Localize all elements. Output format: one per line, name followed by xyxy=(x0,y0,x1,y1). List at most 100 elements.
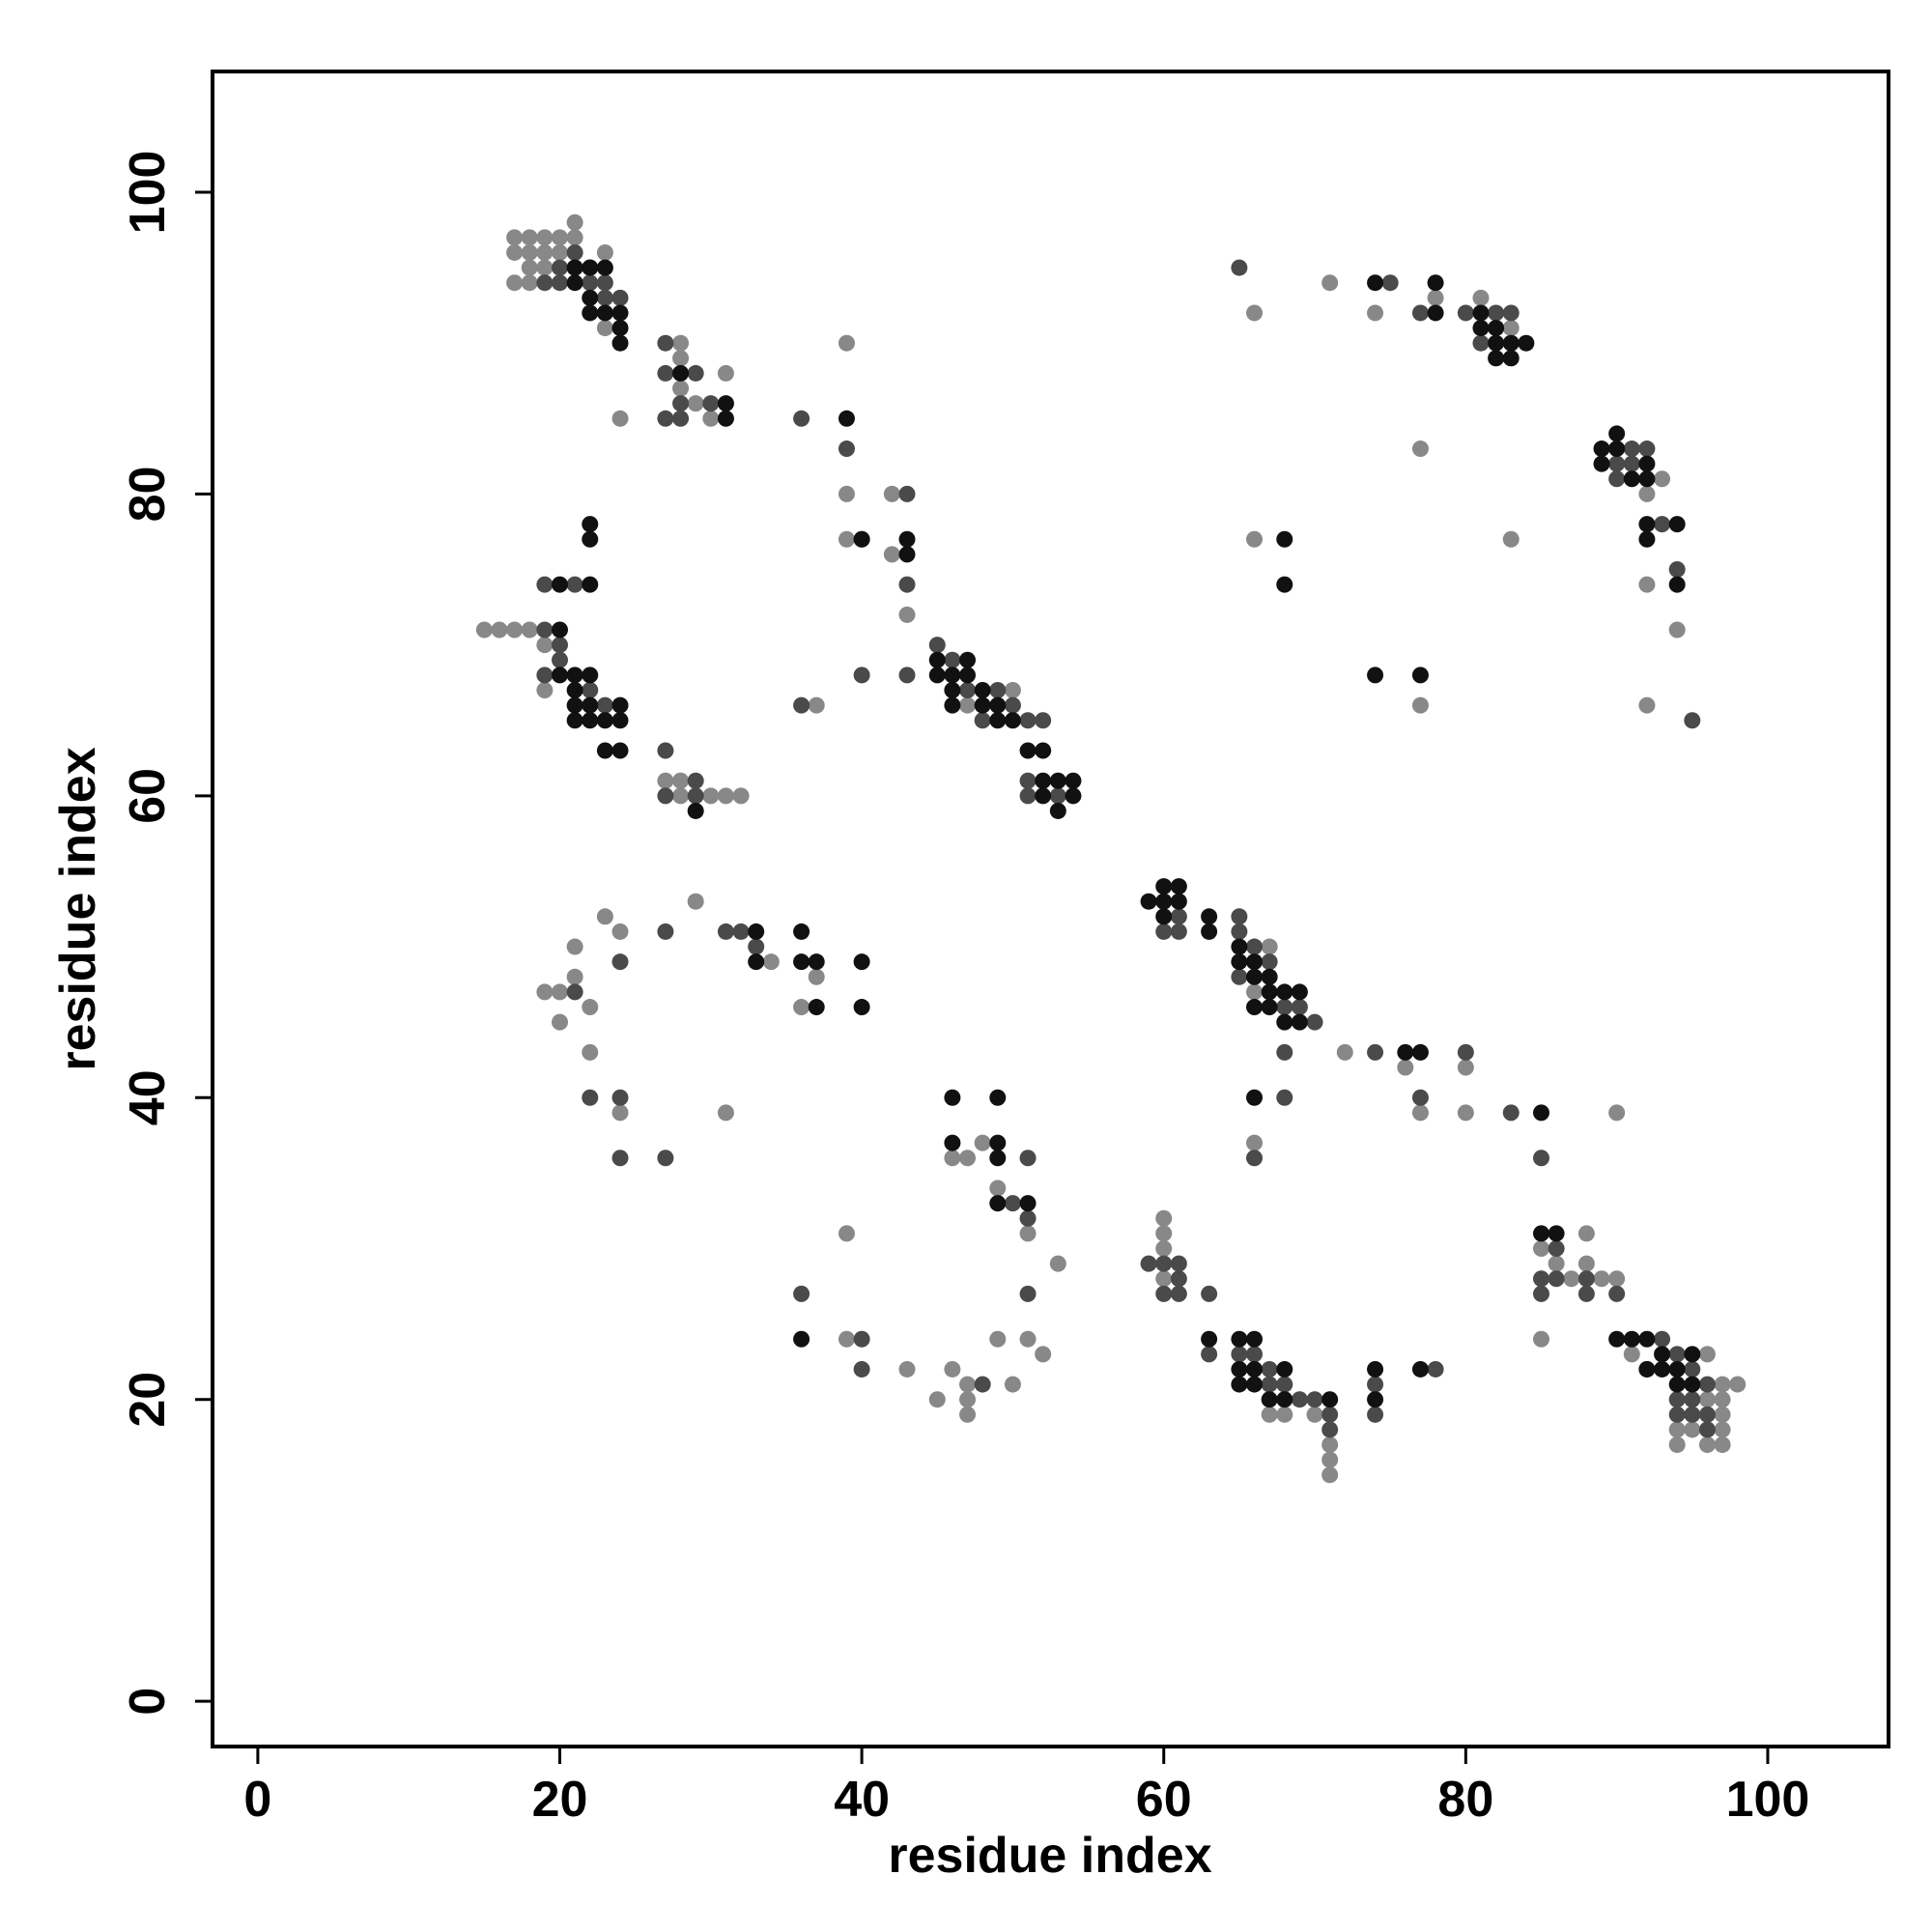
point xyxy=(1170,893,1187,910)
point xyxy=(1608,1104,1626,1122)
point xyxy=(1035,742,1052,759)
point xyxy=(1231,923,1248,940)
point xyxy=(1170,1285,1187,1302)
point xyxy=(1608,425,1626,442)
point xyxy=(1246,1376,1264,1393)
point xyxy=(582,530,599,548)
point xyxy=(989,1179,1007,1197)
point xyxy=(989,712,1007,729)
point xyxy=(552,983,569,1001)
point xyxy=(1261,983,1278,1001)
point xyxy=(944,681,961,698)
point xyxy=(1004,1376,1021,1393)
point xyxy=(1488,304,1505,322)
point xyxy=(1714,1391,1731,1408)
point xyxy=(898,606,916,623)
point xyxy=(1532,1239,1549,1257)
point xyxy=(959,667,977,684)
point xyxy=(566,274,583,292)
point xyxy=(596,274,613,292)
point xyxy=(1261,999,1278,1016)
point xyxy=(1668,1346,1686,1363)
point xyxy=(1532,1150,1549,1167)
point xyxy=(672,772,690,789)
point xyxy=(1593,440,1610,458)
point xyxy=(1155,893,1173,910)
point xyxy=(1714,1436,1731,1454)
point xyxy=(1608,1285,1626,1302)
point xyxy=(1638,1330,1656,1348)
point xyxy=(1231,1376,1248,1393)
point xyxy=(566,259,583,276)
point xyxy=(1638,1360,1656,1378)
point xyxy=(506,274,524,292)
point xyxy=(566,681,583,698)
x-tick-label: 20 xyxy=(532,1772,588,1828)
point xyxy=(1276,1360,1293,1378)
point xyxy=(1411,667,1429,684)
point xyxy=(1488,334,1505,352)
point xyxy=(944,667,961,684)
point xyxy=(672,395,690,412)
point xyxy=(717,364,734,382)
point xyxy=(1201,1346,1218,1363)
point xyxy=(596,696,613,714)
point xyxy=(1668,576,1686,593)
point xyxy=(521,621,538,639)
point xyxy=(1035,787,1052,805)
point xyxy=(928,667,946,684)
point xyxy=(853,1360,870,1378)
point xyxy=(1170,923,1187,940)
point xyxy=(1684,712,1701,729)
point xyxy=(1049,787,1066,805)
point xyxy=(596,243,613,261)
point xyxy=(1261,1391,1278,1408)
point xyxy=(1170,1255,1187,1272)
point xyxy=(672,350,690,367)
point xyxy=(853,667,870,684)
point xyxy=(838,530,855,548)
point xyxy=(506,229,524,246)
point xyxy=(687,772,704,789)
point xyxy=(552,243,569,261)
point xyxy=(1276,530,1293,548)
point xyxy=(959,1391,977,1408)
point xyxy=(611,742,629,759)
point xyxy=(1155,1209,1173,1227)
point xyxy=(611,304,629,322)
point xyxy=(611,334,629,352)
point xyxy=(596,908,613,925)
point xyxy=(959,1406,977,1423)
point xyxy=(1155,1239,1173,1257)
point xyxy=(506,243,524,261)
point xyxy=(1246,968,1264,985)
point xyxy=(1261,1376,1278,1393)
point xyxy=(1246,1134,1264,1151)
point xyxy=(1367,274,1384,292)
point xyxy=(1684,1346,1701,1363)
point xyxy=(1019,1195,1037,1212)
point xyxy=(1306,1406,1323,1423)
point xyxy=(1336,1043,1353,1061)
point xyxy=(672,334,690,352)
point xyxy=(1608,1270,1626,1288)
point xyxy=(552,259,569,276)
point xyxy=(611,712,629,729)
point xyxy=(1397,1059,1414,1076)
point xyxy=(1019,1285,1037,1302)
point xyxy=(1698,1391,1716,1408)
point xyxy=(672,364,690,382)
point xyxy=(1276,1376,1293,1393)
point xyxy=(611,953,629,971)
y-axis-label: residue index xyxy=(50,747,106,1070)
point xyxy=(596,289,613,306)
point xyxy=(1246,953,1264,971)
x-tick-label: 0 xyxy=(243,1772,271,1828)
point xyxy=(596,304,613,322)
point xyxy=(611,289,629,306)
point xyxy=(1411,440,1429,458)
point xyxy=(1155,1270,1173,1288)
point xyxy=(1367,304,1384,322)
point xyxy=(1367,667,1384,684)
